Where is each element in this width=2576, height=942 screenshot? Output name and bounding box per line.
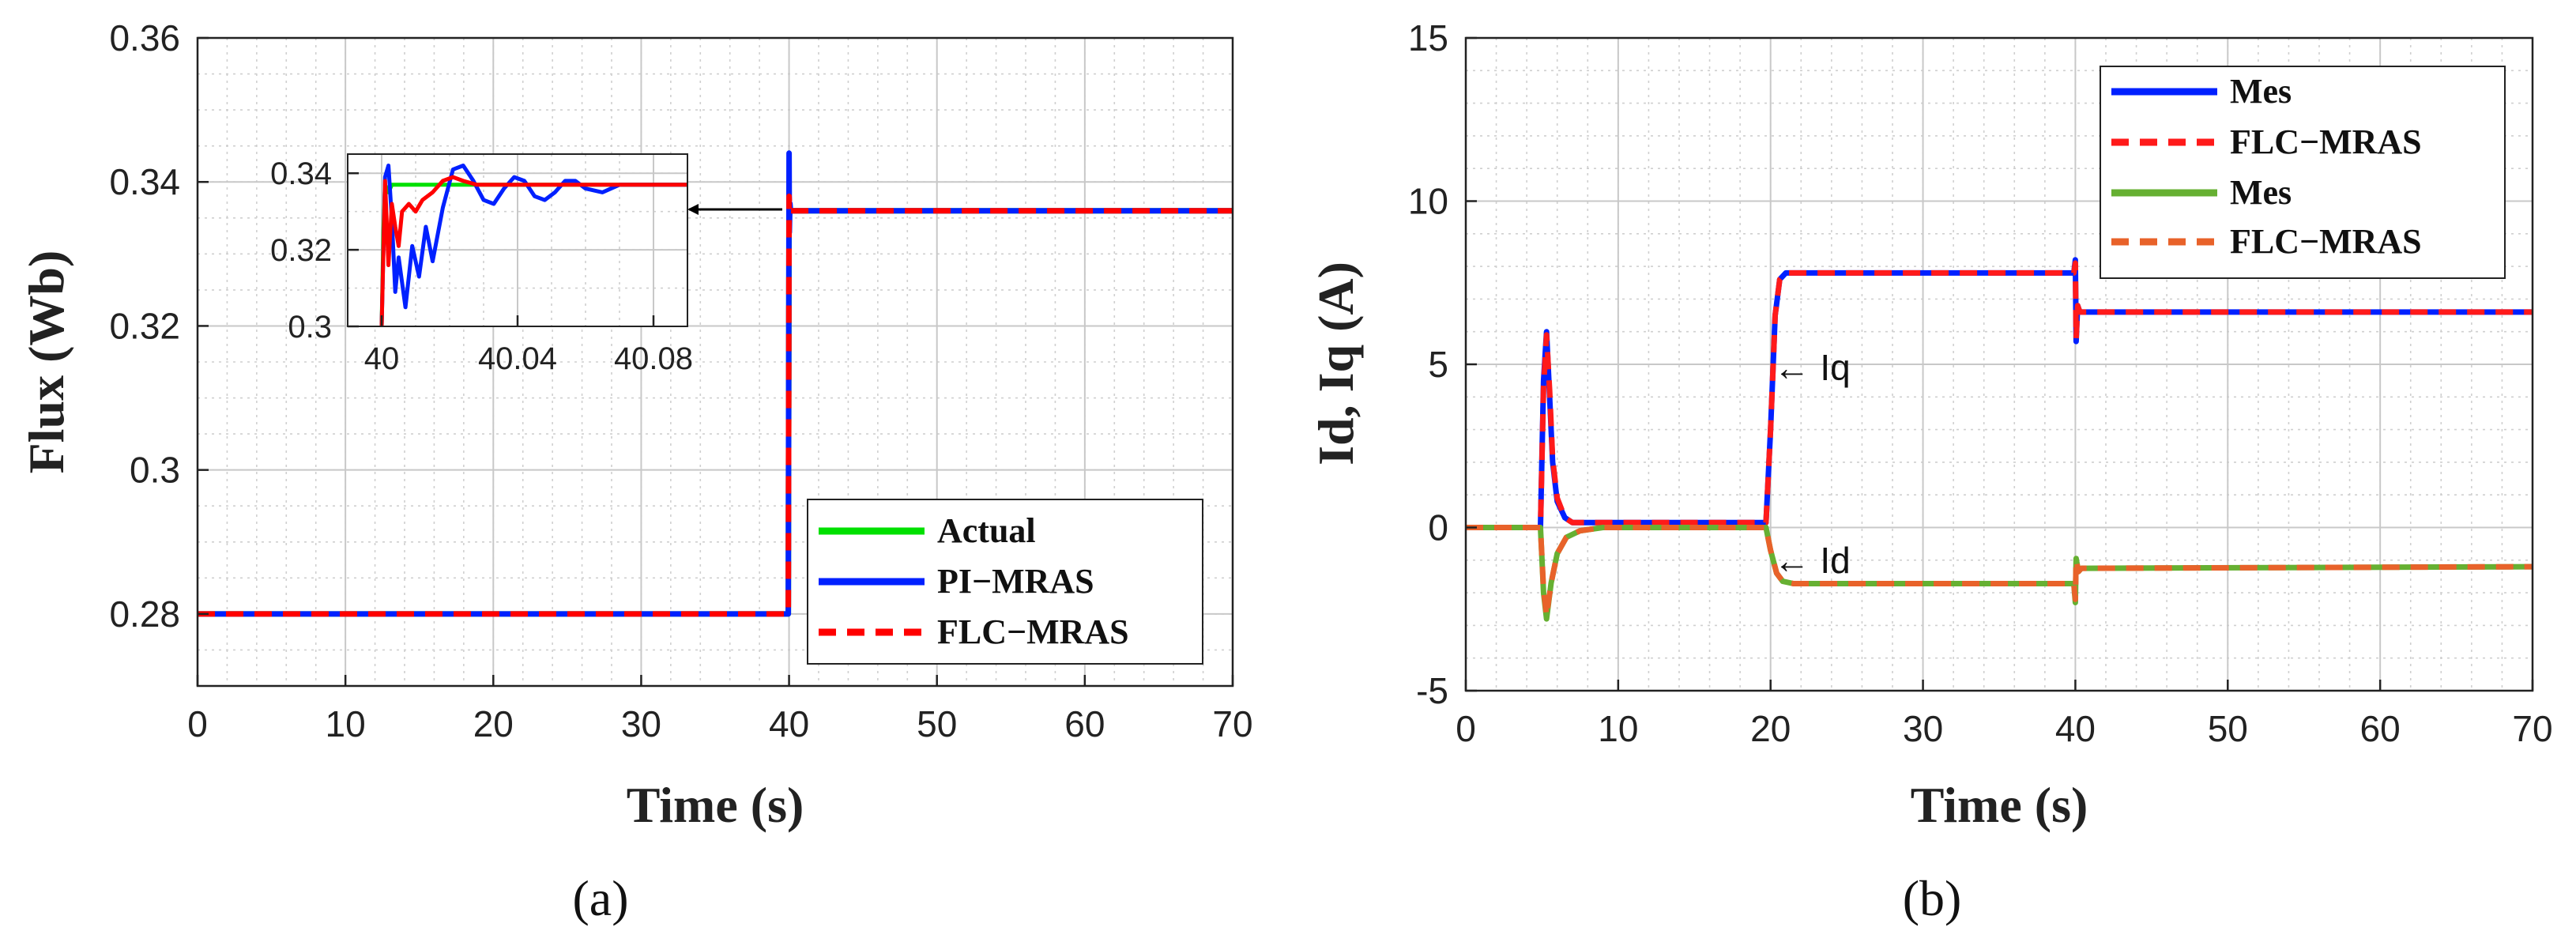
y-tick-label: 0.34: [270, 156, 332, 191]
y-tick-label: 5: [1428, 344, 1448, 385]
series-layer-b: [1466, 257, 2533, 622]
x-tick-label: 10: [326, 703, 366, 744]
inset-ticks: 40 40.04 40.08 0.3 0.32 0.34: [270, 156, 693, 376]
x-axis-label-a: Time (s): [627, 777, 804, 833]
x-axis-label-b: Time (s): [1911, 777, 2088, 833]
x-tick-label: 20: [473, 703, 514, 744]
x-tick-label: 20: [1750, 708, 1791, 749]
y-tick-label: 0.32: [270, 233, 332, 268]
x-tick-label: 50: [2208, 708, 2248, 749]
series-layer-a: [198, 150, 1233, 617]
panel-label-b: (b): [1903, 870, 1962, 926]
legend-label-flc-mras-red: FLC−MRAS: [2230, 122, 2422, 161]
x-tick-label: 0: [187, 703, 208, 744]
annotation-iq: ← Iq: [1774, 347, 1851, 388]
x-tick-label: 40.04: [478, 341, 557, 376]
x-tick-label: 40.08: [614, 341, 693, 376]
x-tick-label: 40: [364, 341, 400, 376]
x-tick-label: 40: [2055, 708, 2096, 749]
series-line-flc-mras-1: [1466, 260, 2533, 530]
y-tick-label: 10: [1408, 181, 1448, 222]
y-tick-label: 0.3: [130, 450, 180, 491]
x-tick-label: 70: [1212, 703, 1252, 744]
y-tick-label: 0.36: [109, 17, 180, 58]
legend-label-mes-green: Mes: [2230, 173, 2292, 212]
y-tick-label: 0.28: [109, 593, 180, 635]
series-line-flc-mras-3: [1466, 525, 2533, 619]
y-tick-label: 0.32: [109, 305, 180, 346]
x-tick-label: 0: [1456, 708, 1476, 749]
x-tick-label: 30: [621, 703, 661, 744]
panel-label-a: (a): [572, 870, 628, 926]
legend-a: Actual PI−MRAS FLC−MRAS: [807, 499, 1203, 665]
x-tick-label: 50: [917, 703, 957, 744]
y-tick-label: 15: [1408, 17, 1448, 58]
chart-flux: 0 10 20 30 40 50 60 70 0.28 0.3 0.32 0.34 0.36 Time …: [18, 17, 1253, 926]
x-tick-label: 70: [2512, 708, 2552, 749]
y-tick-label: 0.34: [109, 161, 180, 202]
y-tick-label: 0.3: [288, 310, 332, 345]
inset-series-layer: [379, 164, 687, 326]
inset-zoom: 40 40.04 40.08 0.3 0.32 0.34: [270, 153, 693, 376]
y-axis-label-a: Flux (Wb): [18, 251, 74, 474]
y-tick-label: -5: [1416, 670, 1448, 711]
x-tick-label: 40: [769, 703, 809, 744]
ticks-a: 0 10 20 30 40 50 60 70 0.28 0.3 0.32 0.34 0.36: [109, 17, 1252, 744]
legend-label-flc-mras-a: FLC−MRAS: [937, 612, 1129, 651]
series-line-flc-mras-2: [379, 175, 687, 326]
y-axis-label-b: Id, Iq (A): [1308, 262, 1364, 465]
legend-label-mes-blue: Mes: [2230, 72, 2292, 111]
plot-frame-a: [196, 36, 1234, 688]
x-tick-label: 10: [1598, 708, 1638, 749]
x-tick-label: 30: [1903, 708, 1943, 749]
legend-label-flc-mras-orange: FLC−MRAS: [2230, 222, 2422, 261]
y-tick-label: 0: [1428, 507, 1448, 548]
legend-b: Mes FLC−MRAS Mes FLC−MRAS: [2100, 66, 2506, 279]
series-line-flc-mras-2: [198, 193, 1233, 617]
x-tick-label: 60: [2360, 708, 2401, 749]
legend-label-pi-mras: PI−MRAS: [937, 562, 1094, 601]
series-line-pi-mras-1: [379, 164, 687, 326]
x-tick-label: 60: [1064, 703, 1105, 744]
legend-label-actual: Actual: [937, 511, 1036, 550]
legend-box-b: [2100, 66, 2506, 279]
annotation-id: ← Id: [1774, 540, 1851, 581]
